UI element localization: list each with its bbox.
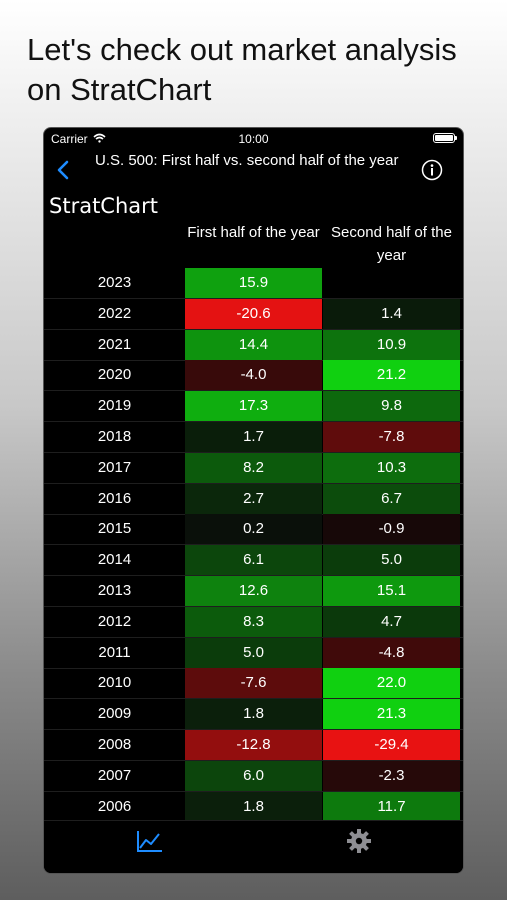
table-row: 2015 0.2 -0.9: [44, 514, 463, 546]
year-cell: 2008: [97, 736, 132, 753]
table-row: 2020 -4.0 21.2: [44, 360, 463, 392]
first-half-cell: 17.3: [185, 391, 322, 422]
first-half-cell: -12.8: [185, 730, 322, 760]
first-half-cell: -7.6: [185, 668, 322, 699]
first-half-cell: -4.0: [185, 360, 322, 391]
first-half-cell: 8.2: [185, 452, 322, 483]
table-row: 2017 8.2 10.3: [44, 452, 463, 484]
first-half-cell: 6.1: [185, 545, 322, 576]
first-half-cell: 12.6: [185, 576, 322, 606]
tab-settings[interactable]: [339, 827, 379, 855]
second-half-cell: -4.8: [323, 637, 460, 668]
second-half-cell: 10.3: [323, 452, 460, 483]
second-half-cell: -0.9: [323, 514, 460, 545]
chevron-left-icon: [57, 160, 69, 180]
year-cell: 2019: [97, 397, 132, 415]
table-row: 2009 1.8 21.3: [44, 699, 463, 731]
first-half-cell: 2.7: [185, 483, 322, 514]
second-half-cell: 15.1: [323, 576, 460, 606]
year-cell: 2020: [97, 366, 132, 384]
year-cell: 2017: [97, 458, 132, 476]
second-half-cell: 1.4: [323, 298, 460, 329]
column-header-first-half: First half of the year: [187, 224, 320, 241]
info-icon: [421, 159, 443, 181]
info-button[interactable]: [421, 159, 443, 181]
table-row: 2011 5.0 -4.8: [44, 637, 463, 669]
first-half-cell: -20.6: [185, 298, 322, 329]
second-half-cell: 11.7: [323, 791, 460, 822]
table-row: 2022 -20.6 1.4: [44, 298, 463, 330]
second-half-cell: 10.9: [323, 329, 460, 360]
year-cell: 2011: [98, 643, 131, 661]
second-half-cell: 9.8: [323, 391, 460, 422]
second-half-cell: 5.0: [323, 545, 460, 576]
table-row: 2018 1.7 -7.8: [44, 422, 463, 453]
clock-time: 10:00: [238, 132, 269, 146]
back-button[interactable]: [53, 156, 77, 184]
table-row: 2019 17.3 9.8: [44, 391, 463, 423]
carrier-label: Carrier: [51, 132, 106, 146]
second-half-cell: 22.0: [323, 668, 460, 699]
table-row: 2013 12.6 15.1: [44, 576, 463, 607]
year-cell: 2018: [97, 428, 132, 445]
year-cell: 2021: [97, 335, 132, 353]
year-cell: 2009: [97, 705, 132, 723]
first-half-cell: 5.0: [185, 637, 322, 668]
second-half-cell: -7.8: [323, 422, 460, 452]
gear-icon: [347, 829, 371, 853]
wifi-icon: [93, 133, 106, 143]
second-half-cell: 4.7: [323, 606, 460, 637]
year-cell: 2012: [97, 612, 132, 630]
second-half-cell: [323, 268, 460, 298]
year-cell: 2023: [97, 274, 132, 291]
tab-chart[interactable]: [130, 827, 170, 855]
status-bar: Carrier 10:00: [44, 128, 463, 150]
year-cell: 2022: [97, 304, 132, 322]
app-brand-label: StratChart: [49, 194, 159, 218]
carrier-text: Carrier: [51, 132, 88, 146]
first-half-cell: 8.3: [185, 606, 322, 637]
column-header-second-half: Second half of the year: [331, 224, 452, 264]
year-cell: 2010: [97, 674, 132, 692]
year-cell: 2006: [97, 797, 132, 815]
table-row: 2014 6.1 5.0: [44, 545, 463, 577]
table-row: 2008 -12.8 -29.4: [44, 730, 463, 761]
table-row: 2012 8.3 4.7: [44, 606, 463, 638]
year-cell: 2015: [97, 520, 132, 538]
year-cell: 2014: [97, 551, 132, 569]
promo-headline: Let's check out market analysis on Strat…: [27, 32, 457, 107]
second-half-cell: 21.2: [323, 360, 460, 391]
table-row: 2023 15.9: [44, 268, 463, 299]
table-row: 2006 1.8 11.7: [44, 791, 463, 823]
second-half-cell: 6.7: [323, 483, 460, 514]
navigation-bar: U.S. 500: First half vs. second half of …: [44, 148, 463, 194]
first-half-cell: 1.8: [185, 699, 322, 730]
year-cell: 2013: [97, 582, 132, 599]
first-half-cell: 14.4: [185, 329, 322, 360]
first-half-cell: 1.7: [185, 422, 322, 452]
second-half-cell: 21.3: [323, 699, 460, 730]
table-row: 2007 6.0 -2.3: [44, 760, 463, 792]
table-row: 2021 14.4 10.9: [44, 329, 463, 361]
phone-screen: Carrier 10:00 U.S. 500: First half vs. s…: [43, 127, 464, 874]
first-half-cell: 1.8: [185, 791, 322, 822]
first-half-cell: 15.9: [185, 268, 322, 298]
second-half-cell: -29.4: [323, 730, 460, 760]
first-half-cell: 6.0: [185, 760, 322, 791]
table-row: 2010 -7.6 22.0: [44, 668, 463, 700]
battery-icon: [433, 133, 457, 143]
chart-line-icon: [137, 831, 162, 852]
table-row: 2016 2.7 6.7: [44, 483, 463, 515]
year-cell: 2016: [97, 489, 132, 507]
first-half-cell: 0.2: [185, 514, 322, 545]
second-half-cell: -2.3: [323, 760, 460, 791]
tab-bar: [44, 820, 463, 873]
page-title: U.S. 500: First half vs. second half of …: [95, 152, 399, 169]
year-cell: 2007: [97, 766, 132, 784]
